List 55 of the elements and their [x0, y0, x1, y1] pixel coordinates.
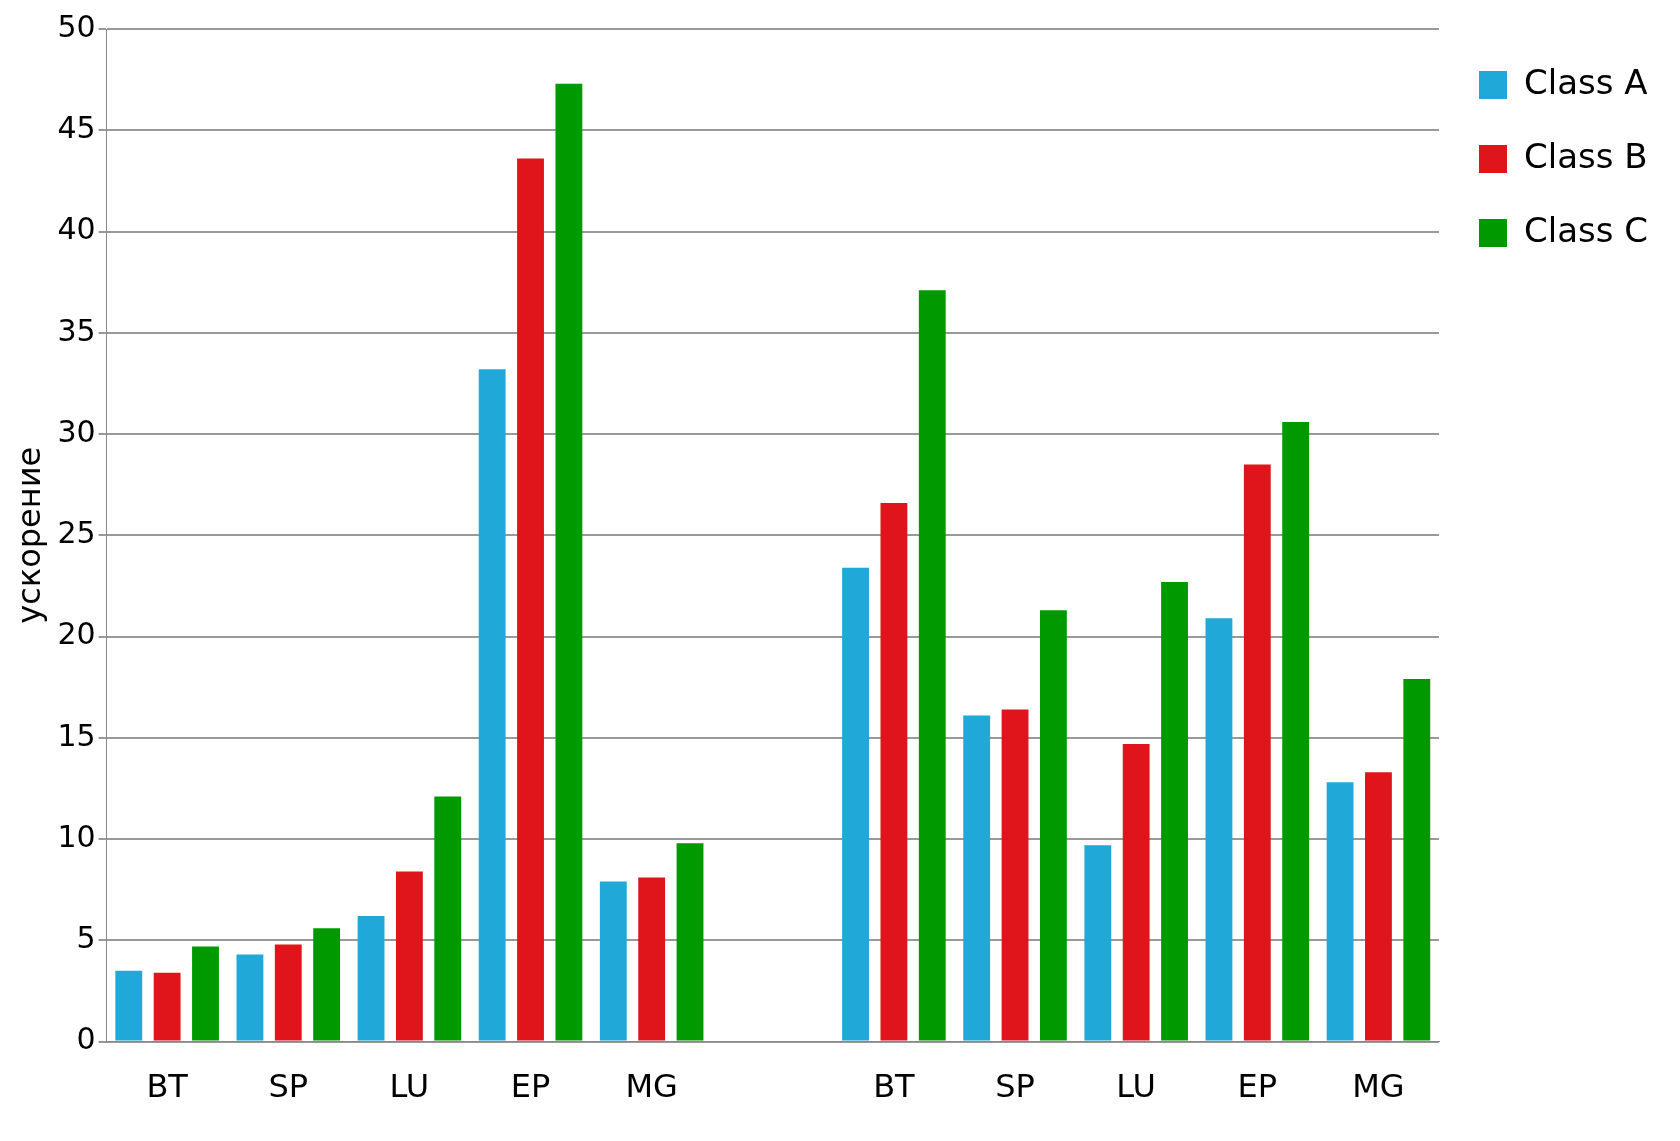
x-tick-label: BT	[873, 1067, 916, 1106]
bar	[1365, 772, 1392, 1041]
legend-label: Class C	[1524, 209, 1648, 250]
y-tick-label: 40	[57, 211, 96, 247]
bar	[1326, 782, 1354, 1041]
x-tick-label: LU	[1116, 1067, 1157, 1106]
bar	[1403, 679, 1431, 1041]
y-tick-label: 30	[57, 413, 96, 449]
bar	[963, 715, 991, 1041]
bar	[153, 972, 181, 1041]
x-tick-label: MG	[625, 1067, 678, 1106]
x-tick-label: EP	[1237, 1067, 1278, 1106]
bar	[1084, 845, 1112, 1041]
bar	[1205, 618, 1233, 1041]
bar	[1001, 709, 1029, 1041]
bar	[236, 954, 264, 1041]
bar	[115, 970, 143, 1041]
bar	[599, 881, 627, 1041]
y-tick-label: 15	[57, 717, 96, 753]
y-axis-title: ускорение	[9, 446, 48, 624]
bar	[434, 796, 462, 1041]
x-tick-label: MG	[1352, 1067, 1405, 1106]
y-tick-label: 10	[57, 818, 96, 854]
y-tick-label: 5	[76, 920, 96, 956]
bar	[478, 369, 506, 1041]
bar	[1243, 464, 1271, 1041]
bar	[1282, 421, 1310, 1041]
bar	[918, 290, 946, 1041]
bar	[1039, 610, 1067, 1041]
x-tick-label: EP	[510, 1067, 551, 1106]
bar	[517, 158, 544, 1041]
y-tick-label: 50	[57, 8, 96, 44]
bar	[313, 928, 341, 1041]
x-tick-label: SP	[268, 1067, 309, 1106]
bar	[1122, 743, 1150, 1041]
bar	[880, 502, 908, 1041]
bar	[842, 567, 869, 1041]
y-tick-label: 0	[76, 1021, 96, 1057]
bar	[274, 944, 302, 1041]
x-tick-label: SP	[995, 1067, 1035, 1106]
bar	[638, 877, 666, 1041]
x-tick-label: BT	[146, 1067, 189, 1106]
y-tick-label: 25	[57, 515, 96, 551]
bar	[676, 843, 704, 1041]
bar	[192, 946, 219, 1041]
bar	[555, 83, 583, 1041]
legend-label: Class B	[1524, 135, 1648, 176]
bar	[395, 871, 423, 1041]
bar	[1161, 581, 1188, 1041]
x-tick-label: LU	[389, 1067, 430, 1106]
y-tick-label: 20	[57, 616, 96, 652]
y-tick-label: 45	[57, 110, 96, 146]
legend-label: Class A	[1524, 61, 1648, 102]
bar	[357, 916, 385, 1041]
y-tick-label: 35	[57, 312, 96, 348]
